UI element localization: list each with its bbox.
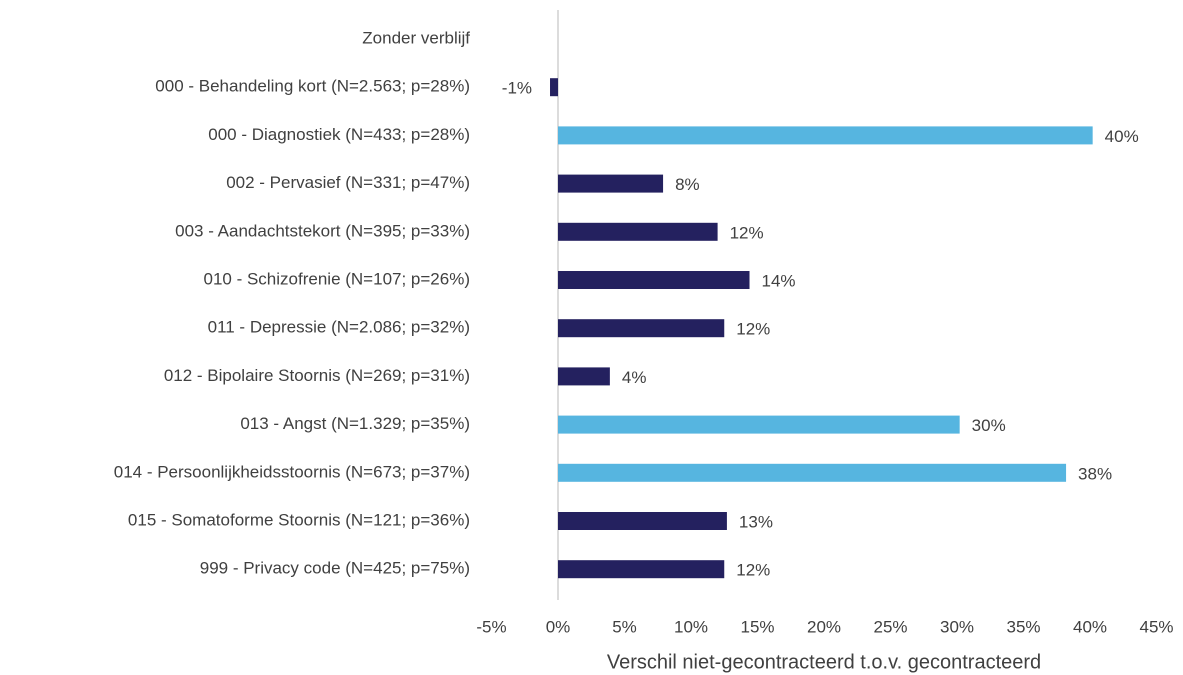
data-label: 8%	[675, 175, 700, 194]
data-label: 4%	[622, 368, 647, 387]
x-tick-label: 30%	[940, 617, 974, 636]
y-tick-label: 003 - Aandachtstekort (N=395; p=33%)	[175, 221, 470, 240]
x-tick-label: 5%	[612, 617, 637, 636]
data-label: 30%	[972, 416, 1006, 435]
data-label: 12%	[736, 320, 770, 339]
bar	[558, 126, 1093, 145]
bar	[558, 415, 960, 434]
x-tick-label: 40%	[1073, 617, 1107, 636]
y-tick-label: 999 - Privacy code (N=425; p=75%)	[200, 559, 470, 578]
bar	[558, 560, 725, 579]
bar	[558, 174, 664, 193]
bar	[558, 512, 727, 530]
data-label: 38%	[1078, 464, 1112, 483]
y-tick-label: Zonder verblijf	[362, 28, 470, 47]
y-tick-label: 010 - Schizofrenie (N=107; p=26%)	[204, 269, 471, 288]
x-tick-label: 10%	[674, 617, 708, 636]
y-tick-label: 011 - Depressie (N=2.086; p=32%)	[208, 318, 470, 337]
y-tick-label: 000 - Diagnostiek (N=433; p=28%)	[208, 125, 470, 144]
data-label: 14%	[762, 271, 796, 290]
x-tick-label: 15%	[740, 617, 774, 636]
x-tick-label: 25%	[873, 617, 907, 636]
x-tick-label: 0%	[546, 617, 571, 636]
x-tick-label: 35%	[1006, 617, 1040, 636]
data-label: -1%	[502, 79, 532, 98]
bar	[558, 222, 718, 241]
bar	[558, 367, 610, 386]
y-tick-label: 012 - Bipolaire Stoornis (N=269; p=31%)	[164, 366, 470, 385]
x-tick-label: 45%	[1139, 617, 1173, 636]
y-tick-label: 015 - Somatoforme Stoornis (N=121; p=36%…	[128, 510, 470, 529]
x-tick-label: -5%	[476, 617, 506, 636]
data-label: 40%	[1105, 127, 1139, 146]
data-label: 12%	[736, 561, 770, 580]
x-axis-title: Verschil niet-gecontracteerd t.o.v. geco…	[607, 651, 1041, 673]
y-tick-label: 002 - Pervasief (N=331; p=47%)	[226, 173, 470, 192]
x-tick-label: 20%	[807, 617, 841, 636]
data-label: 13%	[739, 512, 773, 531]
bar	[558, 271, 750, 289]
bar	[558, 319, 725, 338]
y-tick-label: 000 - Behandeling kort (N=2.563; p=28%)	[155, 77, 470, 96]
y-tick-label: 013 - Angst (N=1.329; p=35%)	[240, 414, 470, 433]
bar	[550, 78, 558, 97]
data-label: 12%	[730, 223, 764, 242]
bar	[558, 463, 1067, 482]
y-tick-label: 014 - Persoonlijkheidsstoornis (N=673; p…	[114, 462, 470, 481]
